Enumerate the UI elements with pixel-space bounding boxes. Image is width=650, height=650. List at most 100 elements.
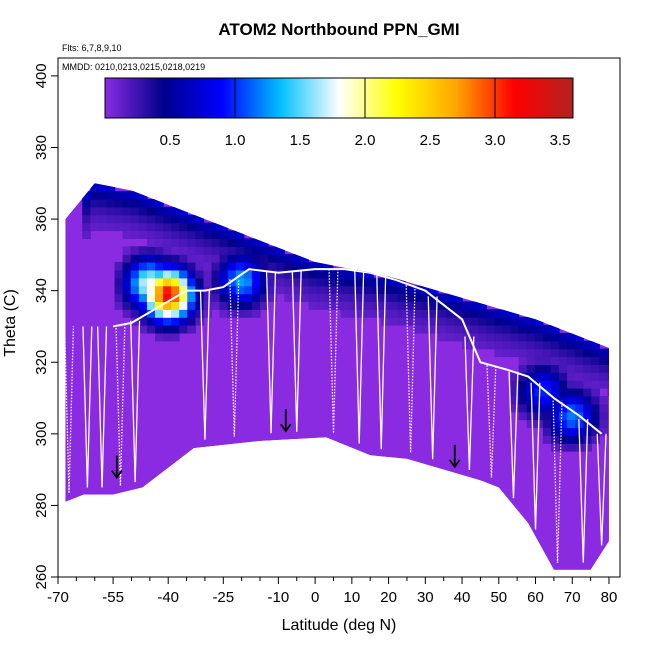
heatmap-cell	[179, 309, 188, 318]
y-tick-label: 280	[33, 493, 50, 518]
x-tick-label: 80	[601, 589, 618, 606]
heatmap-cell	[179, 230, 188, 239]
heatmap-cell	[559, 372, 568, 381]
heatmap-cell	[510, 340, 520, 350]
heatmap-cell	[583, 395, 592, 405]
colorbar-tick-label: 0.5	[160, 132, 181, 149]
heatmap-cell	[607, 356, 609, 365]
heatmap-cell	[146, 325, 156, 334]
heatmap-cell	[122, 206, 132, 216]
heatmap-cell	[389, 285, 398, 295]
heatmap-cell	[243, 285, 253, 295]
heatmap-cell	[591, 348, 600, 358]
heatmap-cell	[567, 388, 576, 397]
heatmap-cell	[163, 309, 172, 318]
heatmap-cell	[381, 317, 390, 326]
heatmap-cell	[268, 246, 277, 255]
heatmap-cell	[567, 356, 576, 365]
heatmap-cell	[437, 317, 447, 326]
heatmap-cell	[195, 301, 205, 310]
flight-profile-trace	[115, 324, 126, 486]
heatmap-cell	[195, 246, 205, 255]
heatmap-cell	[163, 277, 172, 287]
heatmap-cell	[510, 325, 520, 334]
heatmap-cell	[203, 269, 213, 279]
heatmap-cell	[559, 427, 568, 436]
heatmap-cell	[187, 262, 196, 271]
heatmap-cell	[494, 332, 504, 342]
heatmap-cell	[130, 269, 140, 279]
heatmap-cell	[179, 238, 188, 247]
heatmap-cell	[567, 348, 576, 358]
heatmap-cell	[454, 325, 463, 334]
heatmap-cell	[171, 325, 180, 334]
heatmap-cell	[526, 356, 536, 365]
heatmap-cell	[155, 214, 164, 224]
heatmap-cell	[260, 254, 269, 263]
heatmap-cell	[284, 277, 293, 287]
heatmap-cell	[340, 277, 350, 287]
heatmap-cell	[550, 332, 560, 342]
heatmap-cell	[567, 443, 576, 452]
heatmap-cell	[98, 199, 108, 208]
heatmap-cell	[106, 222, 116, 232]
heatmap-cell	[179, 277, 188, 287]
heatmap-cell	[219, 246, 229, 255]
heatmap-cell	[146, 293, 156, 302]
heatmap-cell	[284, 293, 293, 302]
heatmap-cell	[227, 262, 237, 271]
heatmap-cell	[518, 348, 528, 358]
heatmap-cell	[179, 206, 188, 216]
heatmap-cell	[340, 269, 350, 279]
flight-profile-trace	[82, 326, 93, 488]
heatmap-cell	[211, 238, 221, 247]
heatmap-cell	[130, 230, 140, 239]
chart-title: ATOM2 Northbound PPN_GMI	[218, 20, 459, 39]
heatmap-cell	[559, 443, 568, 452]
heatmap-cell	[502, 325, 512, 334]
flight-profile-trace	[328, 269, 339, 434]
heatmap-cell	[542, 325, 552, 334]
heatmap-cell	[138, 262, 148, 271]
heatmap-cell	[138, 246, 148, 255]
heatmap-cell	[171, 230, 180, 239]
heatmap-cell	[405, 317, 415, 326]
heatmap-cell	[203, 238, 213, 247]
heatmap-cell	[316, 301, 326, 310]
heatmap-cell	[542, 427, 552, 436]
heatmap-cell	[171, 254, 180, 263]
heatmap-cell	[550, 325, 560, 334]
flight-profile-trace	[427, 296, 438, 460]
heatmap-cell	[276, 254, 285, 263]
heatmap-cell	[235, 230, 245, 239]
heatmap-cell	[462, 317, 471, 326]
heatmap-cell	[445, 309, 455, 318]
flights-annotation: Flts: 6,7,8,9,10	[62, 43, 122, 53]
heatmap-cell	[567, 427, 576, 436]
heatmap-cell	[122, 230, 132, 239]
heatmap-cell	[567, 411, 576, 421]
heatmap-cell	[357, 293, 366, 302]
heatmap-cell	[300, 277, 310, 287]
heatmap-cell	[155, 246, 164, 255]
heatmap-cell	[235, 309, 245, 318]
heatmap-cell	[155, 332, 164, 342]
heatmap-cell	[526, 364, 536, 373]
flight-profile-trace	[376, 275, 387, 450]
heatmap-cell	[397, 309, 407, 318]
heatmap-cell	[219, 293, 229, 302]
heatmap-cell	[599, 427, 609, 436]
heatmap-cell	[211, 246, 221, 255]
heatmap-cell	[389, 277, 398, 287]
heatmap-cell	[526, 325, 536, 334]
heatmap-cell	[195, 317, 205, 326]
heatmap-cell	[454, 332, 463, 342]
heatmap-cell	[381, 301, 390, 310]
heatmap-cell	[106, 191, 116, 200]
heatmap-cell	[130, 293, 140, 302]
heatmap-cell	[389, 309, 398, 318]
heatmap-cell	[114, 262, 124, 271]
heatmap-cell	[607, 388, 609, 397]
heatmap-cell	[98, 206, 108, 216]
